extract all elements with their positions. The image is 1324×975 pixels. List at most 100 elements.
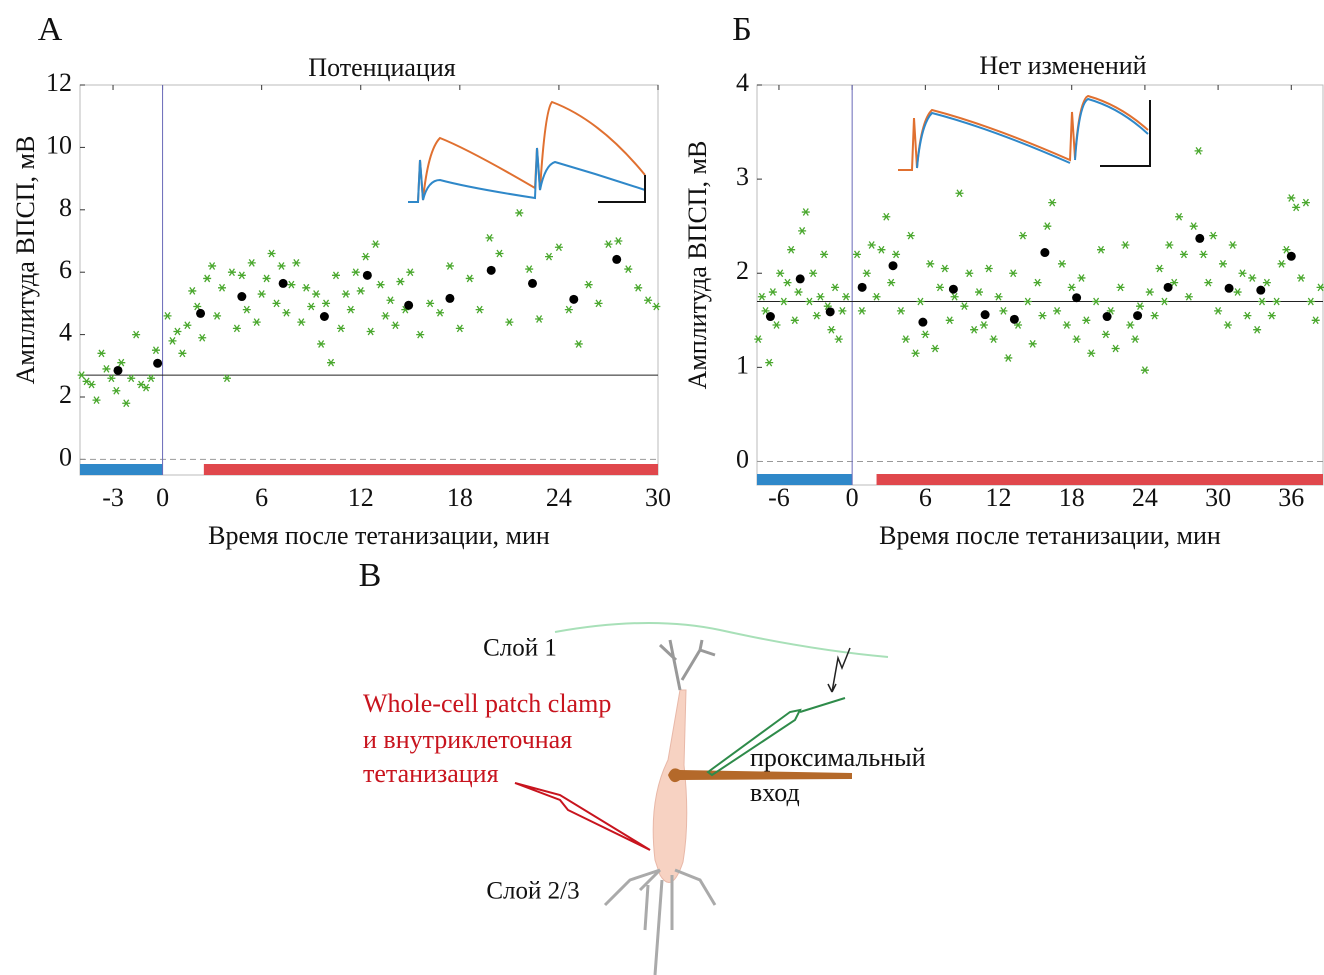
data-point [862, 269, 871, 278]
data-point [173, 327, 182, 336]
data-point [142, 383, 151, 392]
data-point [386, 296, 395, 305]
data-point [391, 321, 400, 330]
data-point [816, 292, 825, 301]
mean-point [948, 284, 958, 294]
x-tick-label: 36 [1278, 483, 1304, 512]
mean-point [857, 282, 867, 292]
data-point [935, 283, 944, 292]
data-point [97, 349, 106, 358]
data-point [341, 290, 350, 298]
x-tick-label: 0 [156, 483, 169, 512]
data-point [247, 258, 256, 267]
data-point [916, 297, 925, 306]
x-axis-label: Время после тетанизации, мин [879, 521, 1221, 550]
data-point [652, 302, 661, 311]
panel-label: Б [732, 11, 752, 48]
x-tick-label: 12 [986, 483, 1012, 512]
data-point [361, 252, 370, 261]
mean-point [1224, 283, 1234, 293]
data-point [940, 264, 949, 273]
y-axis-label: Амплитуда ВПСП, мВ [11, 136, 40, 385]
data-point [634, 283, 643, 292]
data-point [805, 297, 814, 306]
x-tick-label: 24 [1132, 483, 1158, 512]
data-point [783, 278, 792, 287]
data-point [965, 269, 974, 278]
data-point [765, 358, 774, 367]
data-point [307, 302, 316, 311]
data-point [1170, 278, 1179, 287]
y-tick-label: 2 [736, 256, 749, 285]
data-point [1136, 302, 1145, 311]
x-tick-label: 18 [447, 483, 473, 512]
mean-point [113, 365, 123, 375]
data-point [277, 262, 286, 270]
mean-point [825, 307, 835, 317]
data-point [614, 237, 623, 245]
data-point [901, 335, 910, 343]
data-point [1228, 241, 1237, 249]
data-point [1175, 212, 1184, 221]
x-tick-label: 18 [1059, 483, 1085, 512]
mean-point [153, 358, 163, 368]
layer-label: Слой 2/3 [486, 878, 579, 905]
data-point [282, 308, 291, 317]
data-point [336, 324, 345, 333]
data-point [1282, 245, 1291, 254]
data-point [1179, 250, 1188, 259]
data-point [242, 305, 251, 314]
data-point [1233, 288, 1242, 296]
x-tick-label: 12 [348, 483, 374, 512]
data-point [92, 396, 101, 404]
data-point [351, 268, 360, 277]
data-point [287, 280, 296, 289]
data-point [416, 330, 425, 339]
inset-traces [408, 94, 1151, 203]
data-point [994, 292, 1003, 301]
data-point [1272, 297, 1281, 306]
data-point [906, 231, 915, 240]
data-point [857, 307, 866, 315]
mean-point [765, 312, 775, 322]
data-point [950, 292, 959, 301]
data-point [779, 297, 788, 306]
data-point [926, 259, 935, 268]
data-point [911, 349, 920, 358]
data-point [1043, 222, 1052, 231]
data-point [1126, 321, 1135, 329]
data-point [178, 349, 187, 358]
data-point [475, 305, 484, 314]
data-point [188, 287, 197, 295]
data-point [564, 305, 573, 314]
data-point [1204, 278, 1213, 287]
mean-point [527, 278, 537, 288]
data-point [1140, 366, 1149, 375]
data-point [624, 265, 633, 273]
data-point [1311, 316, 1320, 325]
mean-point [569, 294, 579, 304]
data-point [574, 340, 583, 348]
data-point [147, 374, 156, 383]
data-point [208, 262, 217, 270]
data-point [772, 321, 781, 329]
mean-point [1256, 285, 1266, 295]
data-point [322, 299, 331, 308]
data-point [984, 264, 993, 273]
data-point [227, 268, 236, 277]
data-point [272, 299, 281, 308]
data-point [331, 271, 340, 280]
mean-point [1102, 312, 1112, 322]
mean-point [278, 278, 288, 288]
data-point [801, 208, 810, 216]
data-point [887, 278, 896, 287]
data-point [970, 325, 979, 334]
data-point [877, 245, 886, 254]
y-tick-label: 8 [59, 193, 72, 222]
data-point [1238, 269, 1247, 278]
data-point [302, 283, 311, 292]
data-point [1096, 245, 1105, 254]
chart-title: Потенциация [308, 53, 455, 82]
data-point [1301, 198, 1310, 207]
data-point [1194, 147, 1203, 155]
